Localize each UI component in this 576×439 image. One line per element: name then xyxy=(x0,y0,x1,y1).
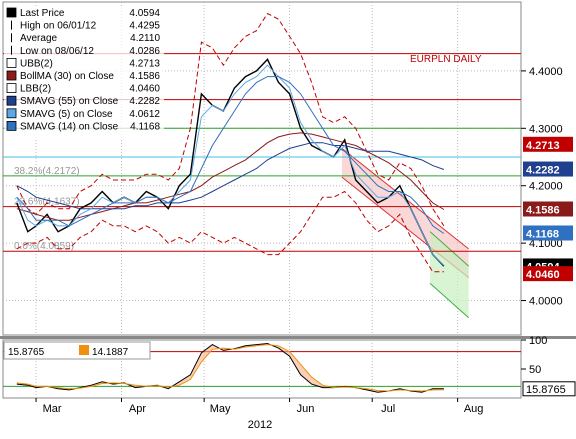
legend-swatch xyxy=(6,7,17,18)
price-tag-label: 4.0460 xyxy=(526,269,560,281)
price-tag-label: 4.1168 xyxy=(526,228,559,240)
osc-series-line xyxy=(16,344,444,392)
main-legend: Last Price 4.0594 High on 06/01/12 4.4295 Av… xyxy=(4,6,164,140)
legend-label: Low on 08/06/12 xyxy=(20,46,94,57)
year-label: 2012 xyxy=(248,419,272,431)
legend-swatch xyxy=(6,121,17,131)
x-tick-label: Mar xyxy=(43,403,62,415)
price-tag-label: 4.1586 xyxy=(526,204,560,216)
legend-box xyxy=(4,6,164,140)
time-axis: Mar Apr May Jun Jul Aug xyxy=(35,398,484,415)
series-line xyxy=(16,132,445,221)
osc-last-tag xyxy=(522,381,576,397)
legend-label: SMAVG (55) on Close xyxy=(20,96,119,107)
legend-value: 4.4295 xyxy=(129,21,160,32)
price-tag xyxy=(523,136,573,152)
main-panel-frame xyxy=(2,1,522,336)
osc-legend-swatch xyxy=(79,345,89,355)
trend-channel-fill xyxy=(430,231,469,318)
legend-label: BollMA (30) on Close xyxy=(20,71,114,82)
legend-value: 4.2110 xyxy=(130,33,160,44)
y-tick-label: 4.2000 xyxy=(529,181,563,193)
series-line xyxy=(16,58,445,267)
legend-value: 4.0612 xyxy=(129,109,160,120)
legend-label: SMAVG (14) on Close xyxy=(20,121,119,132)
price-tag-label: 4.2713 xyxy=(526,140,560,152)
legend-value: 4.2282 xyxy=(129,96,160,107)
panel-separator xyxy=(0,336,576,339)
y-tick-label: 4.0000 xyxy=(529,296,563,308)
legend-swatch xyxy=(6,58,17,68)
legend-swatch xyxy=(6,83,17,93)
osc-tick-label: 50 xyxy=(529,364,541,376)
trend-channel-upper xyxy=(429,231,469,267)
main-price-panel: 4.0000 4.1000 4.2000 4.3000 4.4000 38.2%(4.21… xyxy=(0,1,576,339)
osc-legend-box xyxy=(3,341,151,360)
y-tick-label: 4.4000 xyxy=(529,66,563,78)
legend-value: 4.1586 xyxy=(129,71,160,82)
legend-label: SMAVG (5) on Close xyxy=(20,109,113,120)
oscillator-panel: 50 100 15.8765 14.1887 15.8765 xyxy=(2,335,576,399)
x-tick-label: Jun xyxy=(297,403,315,415)
fib-level-label: 0.0%(4.0859) xyxy=(14,241,74,252)
x-tick-label: Apr xyxy=(129,403,146,415)
price-tag xyxy=(523,161,573,177)
legend-value: 4.0594 xyxy=(129,8,160,19)
osc-legend-value: 15.8765 xyxy=(8,347,45,358)
legend-value: 4.0460 xyxy=(129,84,160,95)
legend-label: LBB(2) xyxy=(20,84,51,95)
series-line xyxy=(16,12,445,227)
series-line xyxy=(16,76,445,234)
x-tick-label: Aug xyxy=(464,403,484,415)
legend-swatch xyxy=(6,70,17,81)
legend-swatch xyxy=(6,95,17,106)
osc-tick-label: 100 xyxy=(529,335,547,347)
legend-label: High on 06/01/12 xyxy=(20,21,97,32)
osc-series-line xyxy=(16,342,444,393)
series-line xyxy=(16,190,444,273)
price-tag xyxy=(523,266,573,282)
y-tick-label: 4.1000 xyxy=(529,238,563,250)
chart-title: EURPLN DAILY xyxy=(410,54,482,65)
osc-last-tag-label: 15.8765 xyxy=(526,384,566,396)
legend-value: 4.1168 xyxy=(130,121,160,132)
x-tick-label: Jul xyxy=(381,403,395,415)
legend-swatch xyxy=(6,108,17,119)
osc-legend: 15.8765 14.1887 xyxy=(3,341,151,360)
osc-legend-value: 14.1887 xyxy=(92,347,129,358)
legend-label: Last Price xyxy=(20,8,65,19)
price-tag-label: 4.2282 xyxy=(526,165,560,177)
legend-label: UBB(2) xyxy=(20,58,53,69)
trend-channel-lower xyxy=(429,282,469,319)
legend-value: 4.2713 xyxy=(129,58,160,69)
price-tag xyxy=(523,201,573,217)
fib-level-label: 23.6%(4.1637) xyxy=(14,197,80,208)
y-tick-label: 4.3000 xyxy=(529,123,563,135)
fib-level-label: 38.2%(4.2172) xyxy=(14,166,80,177)
price-tag xyxy=(523,225,573,241)
legend-label: Average xyxy=(20,33,58,44)
x-tick-label: May xyxy=(210,403,231,415)
legend-value: 4.0286 xyxy=(129,46,160,57)
series-line xyxy=(16,142,445,210)
series-line xyxy=(16,64,445,266)
